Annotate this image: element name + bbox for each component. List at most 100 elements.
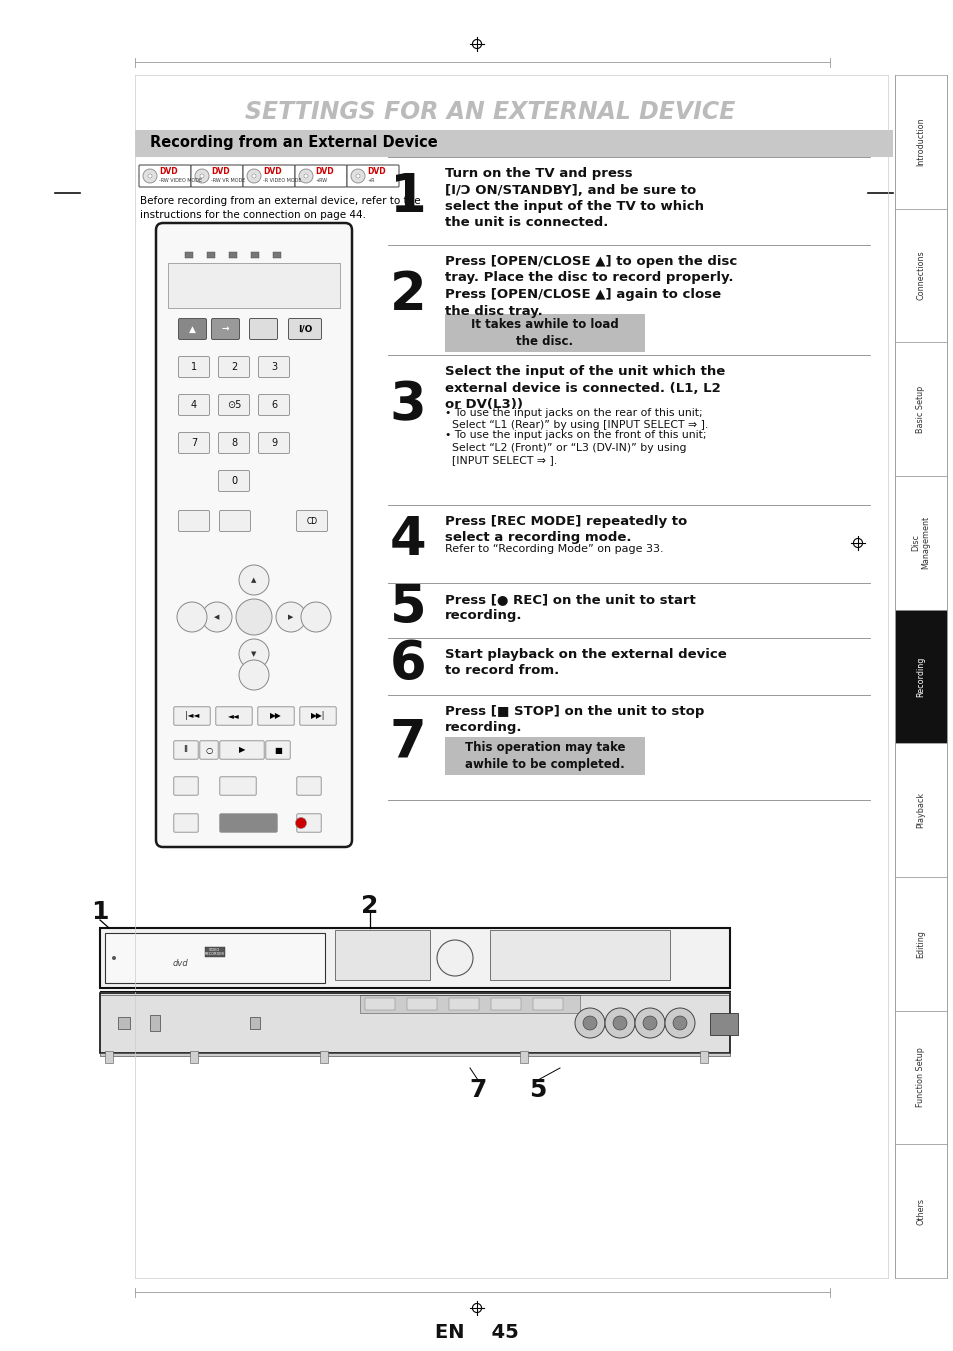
Bar bbox=[185, 253, 193, 258]
Text: →: → bbox=[221, 324, 229, 334]
Text: 4: 4 bbox=[191, 400, 197, 409]
FancyBboxPatch shape bbox=[218, 357, 250, 377]
FancyBboxPatch shape bbox=[250, 319, 277, 339]
FancyBboxPatch shape bbox=[156, 223, 352, 847]
Circle shape bbox=[355, 174, 359, 178]
Circle shape bbox=[202, 603, 232, 632]
Bar bbox=[100, 1052, 729, 1056]
Circle shape bbox=[112, 957, 116, 961]
Text: 5: 5 bbox=[389, 582, 426, 634]
Bar bbox=[190, 1051, 198, 1063]
Text: Refer to “Recording Mode” on page 33.: Refer to “Recording Mode” on page 33. bbox=[444, 544, 663, 554]
Circle shape bbox=[351, 169, 365, 182]
Circle shape bbox=[575, 1008, 604, 1038]
Text: ▶: ▶ bbox=[238, 746, 245, 754]
Text: 7: 7 bbox=[191, 438, 197, 449]
Text: -RW VIDEO MODE: -RW VIDEO MODE bbox=[159, 177, 202, 182]
Text: SETTINGS FOR AN EXTERNAL DEVICE: SETTINGS FOR AN EXTERNAL DEVICE bbox=[245, 100, 735, 124]
Circle shape bbox=[635, 1008, 664, 1038]
Text: DVD: DVD bbox=[211, 168, 230, 177]
Bar bbox=[894, 76, 946, 208]
Circle shape bbox=[642, 1016, 657, 1029]
Text: 7: 7 bbox=[469, 1078, 486, 1102]
Bar bbox=[319, 1051, 328, 1063]
FancyBboxPatch shape bbox=[296, 777, 321, 796]
FancyBboxPatch shape bbox=[258, 394, 289, 416]
Circle shape bbox=[436, 940, 473, 975]
Text: 1: 1 bbox=[191, 362, 197, 372]
Circle shape bbox=[239, 565, 269, 594]
Circle shape bbox=[239, 661, 269, 690]
Text: 2: 2 bbox=[231, 362, 237, 372]
Text: 2: 2 bbox=[361, 894, 378, 917]
FancyBboxPatch shape bbox=[299, 707, 335, 725]
Bar bbox=[335, 929, 430, 979]
Text: DVD: DVD bbox=[159, 168, 177, 177]
FancyBboxPatch shape bbox=[178, 432, 210, 454]
Text: VIDEO
RECORDER: VIDEO RECORDER bbox=[205, 947, 225, 957]
Bar bbox=[100, 993, 729, 1052]
Text: -RW VR MODE: -RW VR MODE bbox=[211, 177, 245, 182]
Bar bbox=[894, 1011, 946, 1144]
Text: EN    45: EN 45 bbox=[435, 1323, 518, 1342]
FancyBboxPatch shape bbox=[219, 511, 251, 531]
Text: Editing: Editing bbox=[916, 929, 924, 958]
FancyBboxPatch shape bbox=[347, 165, 398, 186]
Bar bbox=[491, 998, 520, 1011]
Text: 4: 4 bbox=[389, 515, 426, 566]
Text: ▶▶: ▶▶ bbox=[270, 712, 281, 720]
Text: 8: 8 bbox=[231, 438, 236, 449]
Bar bbox=[135, 130, 892, 157]
FancyBboxPatch shape bbox=[219, 813, 277, 832]
Circle shape bbox=[252, 174, 255, 178]
FancyBboxPatch shape bbox=[173, 740, 198, 759]
FancyBboxPatch shape bbox=[178, 511, 210, 531]
Text: +R: +R bbox=[367, 177, 375, 182]
Bar bbox=[359, 994, 579, 1013]
Text: 1: 1 bbox=[389, 170, 426, 223]
Text: Recording: Recording bbox=[916, 657, 924, 697]
FancyBboxPatch shape bbox=[173, 777, 198, 796]
FancyBboxPatch shape bbox=[219, 740, 264, 759]
Bar bbox=[894, 1144, 946, 1278]
Text: CD: CD bbox=[306, 516, 317, 526]
Bar bbox=[444, 738, 644, 775]
Circle shape bbox=[247, 169, 261, 182]
Bar bbox=[105, 1051, 112, 1063]
Text: Playback: Playback bbox=[916, 792, 924, 828]
FancyBboxPatch shape bbox=[296, 813, 321, 832]
Circle shape bbox=[582, 1016, 597, 1029]
Text: ▼: ▼ bbox=[251, 651, 256, 657]
FancyBboxPatch shape bbox=[258, 357, 289, 377]
Text: 6: 6 bbox=[389, 638, 426, 689]
Bar bbox=[229, 253, 236, 258]
FancyBboxPatch shape bbox=[173, 707, 210, 725]
Bar bbox=[118, 1017, 130, 1029]
FancyBboxPatch shape bbox=[199, 740, 218, 759]
Text: Basic Setup: Basic Setup bbox=[916, 385, 924, 432]
Circle shape bbox=[613, 1016, 626, 1029]
Circle shape bbox=[298, 169, 313, 182]
Bar bbox=[168, 263, 339, 308]
Text: • To use the input jacks on the front of this unit;
  Select “L2 (Front)” or “L3: • To use the input jacks on the front of… bbox=[444, 431, 706, 465]
Circle shape bbox=[235, 598, 272, 635]
Text: DVD: DVD bbox=[314, 168, 334, 177]
Text: 0: 0 bbox=[231, 476, 236, 486]
Bar bbox=[251, 253, 258, 258]
Text: 2: 2 bbox=[389, 269, 426, 320]
Bar bbox=[894, 342, 946, 476]
Bar bbox=[894, 609, 946, 743]
Text: I/O: I/O bbox=[297, 324, 312, 334]
Text: 3: 3 bbox=[271, 362, 276, 372]
Bar bbox=[207, 253, 214, 258]
Text: Press [OPEN/CLOSE ▲] to open the disc
tray. Place the disc to record properly.
P: Press [OPEN/CLOSE ▲] to open the disc tr… bbox=[444, 255, 737, 317]
Circle shape bbox=[301, 603, 331, 632]
Bar bbox=[519, 1051, 527, 1063]
Text: DVD: DVD bbox=[263, 168, 281, 177]
Text: ▶: ▶ bbox=[288, 613, 294, 620]
Bar bbox=[205, 947, 225, 957]
Circle shape bbox=[200, 174, 204, 178]
Circle shape bbox=[672, 1016, 686, 1029]
Bar bbox=[533, 998, 562, 1011]
Bar bbox=[894, 877, 946, 1011]
